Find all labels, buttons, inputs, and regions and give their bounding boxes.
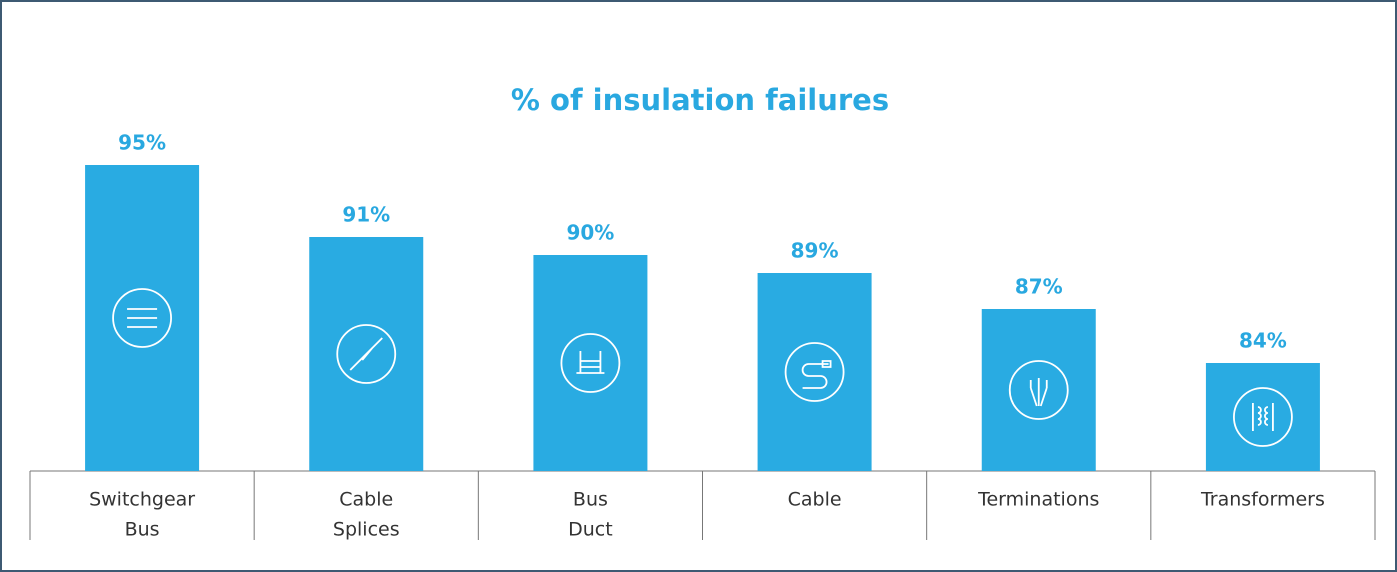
- value-label: 91%: [342, 203, 390, 227]
- icon-ring: [1008, 360, 1069, 420]
- value-label: 95%: [118, 131, 166, 155]
- value-label: 87%: [1015, 275, 1063, 299]
- x-tick-label: Bus: [573, 489, 608, 511]
- bar-icon: [112, 288, 172, 348]
- x-tick-label: Cable: [339, 489, 393, 511]
- icon-glyph: [576, 351, 605, 374]
- bar-icon: [1233, 387, 1293, 447]
- x-tick-label: Terminations: [977, 489, 1099, 511]
- bar-icon: [560, 333, 621, 393]
- chart-title: % of insulation failures: [511, 83, 889, 117]
- icon-ring: [112, 288, 172, 348]
- icon-glyph: [801, 360, 832, 389]
- value-label: 90%: [566, 221, 614, 245]
- icon-ring: [1233, 387, 1293, 447]
- bar-icon: [336, 324, 397, 384]
- bar: [757, 273, 872, 471]
- x-tick-label: Transformers: [1200, 489, 1325, 511]
- bar: [1205, 363, 1320, 471]
- icon-glyph: [1252, 403, 1274, 431]
- x-tick-label: Duct: [568, 519, 613, 541]
- x-tick-label: Bus: [125, 519, 160, 541]
- value-label: 84%: [1239, 329, 1287, 353]
- icon-ring: [336, 324, 397, 384]
- icon-glyph: [127, 308, 158, 328]
- icon-ring: [560, 333, 621, 393]
- x-tick-label: Switchgear: [89, 489, 195, 511]
- bar-icon: [784, 342, 845, 402]
- value-label: 89%: [791, 239, 839, 263]
- icon-glyph: [349, 337, 383, 371]
- x-tick-label: Splices: [333, 519, 400, 541]
- icon-ring: [784, 342, 845, 402]
- x-tick-label: Cable: [788, 489, 842, 511]
- bar-icon: [1008, 360, 1069, 420]
- bar: [533, 255, 648, 471]
- icon-glyph: [1029, 378, 1048, 407]
